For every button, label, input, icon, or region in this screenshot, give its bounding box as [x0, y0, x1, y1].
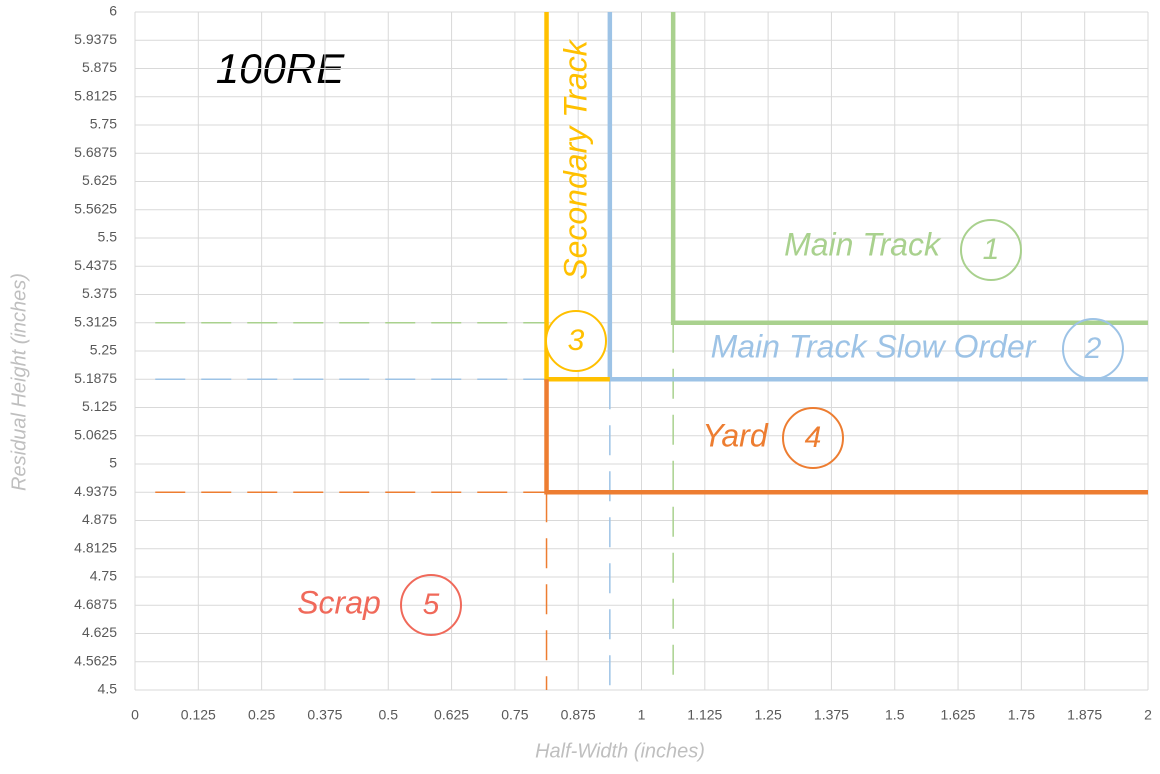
y-tick-label: 5.125	[82, 398, 117, 414]
zone-number: 3	[568, 324, 585, 357]
zone-number: 5	[423, 588, 440, 621]
zone-badge	[400, 574, 462, 636]
plot-area	[134, 11, 1149, 691]
x-tick-label: 0	[131, 707, 139, 723]
zone-label: Yard	[702, 417, 768, 453]
y-tick-label: 5.1875	[74, 370, 117, 386]
x-tick-label: 0.25	[248, 707, 275, 723]
y-axis-title: Residual Height (inches)	[8, 273, 30, 491]
y-tick-label: 5.9375	[74, 31, 117, 47]
y-tick-label: 4.625	[82, 624, 117, 640]
x-tick-label: 0.75	[501, 707, 528, 723]
x-tick-label: 1	[638, 707, 646, 723]
zone-number: 1	[983, 233, 1000, 266]
y-tick-label: 5.8125	[74, 87, 117, 103]
x-tick-label: 0.5	[379, 707, 399, 723]
zone-badge	[545, 310, 607, 372]
y-tick-label: 5.375	[82, 285, 117, 301]
zone-badge	[782, 407, 844, 469]
zone-badge	[1062, 318, 1124, 380]
x-tick-label: 1.25	[755, 707, 782, 723]
zone-badge	[960, 219, 1022, 281]
y-tick-label: 5.625	[82, 172, 117, 188]
zone-label: Scrap	[297, 584, 381, 620]
y-tick-label: 4.9375	[74, 483, 117, 499]
x-tick-label: 0.625	[434, 707, 469, 723]
x-tick-label: 1.5	[885, 707, 905, 723]
x-tick-label: 1.125	[687, 707, 722, 723]
y-tick-label: 4.75	[90, 568, 117, 584]
y-tick-label: 4.8125	[74, 539, 117, 555]
zone-number: 2	[1084, 332, 1102, 365]
y-tick-label: 5.0625	[74, 426, 117, 442]
x-axis-title: Half-Width (inches)	[535, 740, 705, 762]
y-tick-label: 5.6875	[74, 144, 117, 160]
y-tick-label: 5.25	[90, 342, 117, 358]
x-tick-label: 1.625	[941, 707, 976, 723]
x-tick-label: 1.375	[814, 707, 849, 723]
y-tick-label: 4.6875	[74, 596, 117, 612]
y-tick-label: 4.5	[98, 681, 118, 697]
x-tick-label: 0.375	[307, 707, 342, 723]
zone-label: Main Track Slow Order	[711, 328, 1037, 364]
y-tick-label: 5.75	[90, 116, 117, 132]
boundary-line	[544, 379, 1148, 495]
y-tick-label: 4.5625	[74, 652, 117, 668]
y-tick-label: 5.5625	[74, 200, 117, 216]
x-tick-label: 1.75	[1008, 707, 1035, 723]
y-tick-label: 4.875	[82, 511, 117, 527]
y-tick-label: 5.5	[98, 229, 118, 245]
x-tick-label: 0.125	[181, 707, 216, 723]
y-tick-label: 5.4375	[74, 257, 117, 273]
x-tick-label: 1.875	[1067, 707, 1102, 723]
y-tick-label: 5.875	[82, 59, 117, 75]
zone-label: Main Track	[784, 226, 942, 262]
x-tick-label: 2	[1144, 707, 1152, 723]
boundary-line	[670, 12, 1148, 325]
zone-number: 4	[805, 421, 822, 454]
zone-label: Secondary Track	[557, 38, 593, 280]
y-tick-label: 5	[109, 455, 117, 471]
y-tick-label: 6	[109, 3, 117, 19]
x-tick-label: 0.875	[561, 707, 596, 723]
y-tick-label: 5.3125	[74, 313, 117, 329]
